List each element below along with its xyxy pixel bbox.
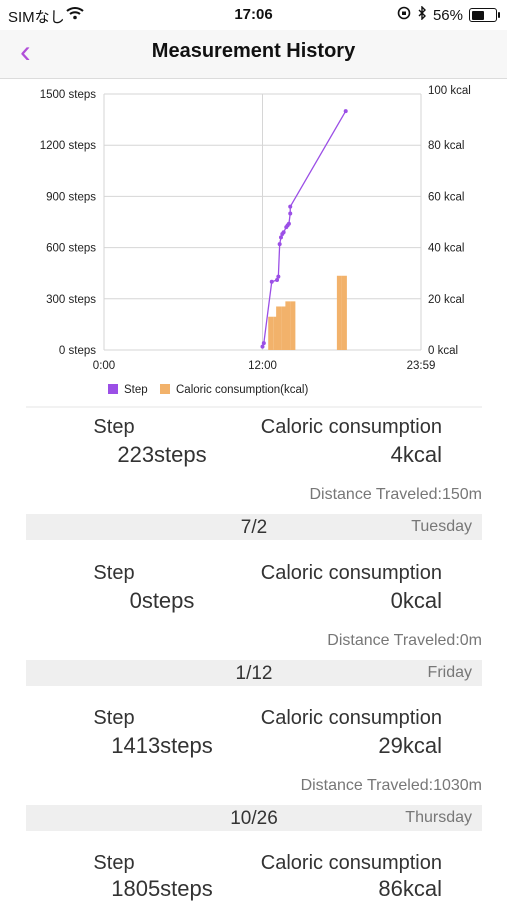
kcal-bar	[336, 275, 342, 350]
step-value: 223steps	[117, 442, 207, 467]
bluetooth-icon	[417, 5, 427, 24]
kcal-bar	[276, 306, 282, 350]
y-left-tick-label: 600 steps	[46, 243, 96, 255]
kcal-bar	[281, 306, 287, 350]
distance-traveled: Distance Traveled:1030m	[300, 777, 482, 794]
step-point	[343, 109, 348, 114]
wifi-icon	[66, 6, 84, 24]
legend-step-swatch	[108, 384, 118, 394]
record-day[interactable]: Step 1805steps Caloric consumption 86kca…	[26, 850, 482, 901]
battery-percent: 56%	[432, 6, 463, 24]
chevron-left-icon[interactable]: ‹	[20, 33, 31, 69]
step-value: 1413steps	[111, 733, 213, 758]
distance-traveled: Distance Traveled:0m	[327, 632, 482, 649]
carrier-label: SIMなし	[8, 9, 65, 26]
step-point	[260, 344, 265, 349]
step-point	[288, 204, 293, 209]
caloric-label: Caloric consumption	[260, 416, 442, 438]
step-label: Step	[93, 852, 135, 874]
step-point	[288, 211, 293, 216]
y-right-tick-label: 0 kcal	[428, 345, 458, 357]
legend-kcal-swatch	[160, 384, 170, 394]
legend-kcal-label: Caloric consumption(kcal)	[176, 384, 308, 396]
caloric-label: Caloric consumption	[260, 852, 442, 874]
legend-step-label: Step	[124, 384, 148, 396]
record-day[interactable]: Step 0steps Caloric consumption 0kcal Di…	[26, 560, 482, 660]
kcal-bar	[290, 301, 296, 350]
steps-kcal-chart: 0 steps 0 kcal 300 steps 20 kcal 600 steps 40…	[26, 85, 482, 408]
y-right-tick-label: 60 kcal	[428, 191, 464, 203]
y-left-tick-label: 0 steps	[59, 345, 96, 357]
y-left-tick-label: 1200 steps	[40, 140, 97, 152]
step-point	[278, 235, 283, 240]
weekday-label: Thursday	[405, 809, 472, 826]
x-tick-label: 23:59	[407, 360, 436, 372]
step-label: Step	[93, 562, 135, 584]
kcal-bar	[268, 316, 274, 350]
step-point	[277, 242, 282, 247]
battery-icon	[469, 8, 500, 22]
y-left-tick-label: 300 steps	[46, 294, 96, 306]
step-series-line	[261, 110, 347, 347]
step-point	[276, 274, 281, 279]
step-value: 0steps	[129, 588, 195, 613]
y-left-tick-label: 1500 steps	[40, 89, 97, 101]
kcal-bar	[341, 275, 347, 350]
step-point	[269, 279, 274, 284]
caloric-value: 29kcal	[378, 733, 442, 758]
battery-fill	[471, 10, 485, 20]
date-header: 7/2 Tuesday	[26, 514, 482, 540]
caloric-value: 4kcal	[390, 442, 442, 467]
weekday-label: Tuesday	[411, 518, 472, 535]
date-header: 1/12 Friday	[26, 660, 482, 686]
x-tick-label: 12:00	[248, 360, 277, 372]
date-label: 7/2	[240, 517, 268, 538]
y-left-tick-label: 900 steps	[46, 191, 96, 203]
step-label: Step	[93, 416, 135, 438]
weekday-label: Friday	[427, 664, 472, 681]
nav-bar: ‹ Measurement History	[0, 30, 507, 79]
step-point	[261, 341, 266, 346]
step-point	[275, 278, 280, 283]
x-tick-label: 0:00	[93, 360, 115, 372]
distance-traveled: Distance Traveled:150m	[309, 486, 482, 503]
y-right-tick-label: 80 kcal	[428, 140, 464, 152]
page-title: Measurement History	[151, 40, 356, 62]
caloric-value: 0kcal	[390, 588, 442, 613]
step-point	[281, 230, 286, 235]
record-today: Step 223steps Caloric consumption 4kcal …	[26, 414, 482, 514]
step-point	[286, 221, 291, 226]
step-label: Step	[93, 707, 135, 729]
status-bar: SIMなし 17:06 56%	[0, 0, 507, 30]
kcal-bar	[285, 301, 291, 350]
date-label: 10/26	[230, 808, 278, 829]
record-day[interactable]: Step 1413steps Caloric consumption 29kca…	[26, 705, 482, 805]
step-value: 1805steps	[111, 876, 213, 901]
date-label: 1/12	[235, 663, 273, 684]
date-header: 10/26 Thursday	[26, 805, 482, 831]
y-right-tick-label: 20 kcal	[428, 294, 464, 306]
y-right-tick-label: 40 kcal	[428, 243, 464, 255]
y-right-tick-label: 100 kcal	[428, 85, 471, 97]
caloric-value: 86kcal	[378, 876, 442, 901]
orientation-lock-icon	[397, 6, 411, 24]
caloric-label: Caloric consumption	[260, 707, 442, 729]
caloric-label: Caloric consumption	[260, 562, 442, 584]
kcal-bar	[273, 316, 279, 350]
status-right: 56%	[397, 5, 500, 24]
clock-time: 17:06	[234, 6, 273, 23]
